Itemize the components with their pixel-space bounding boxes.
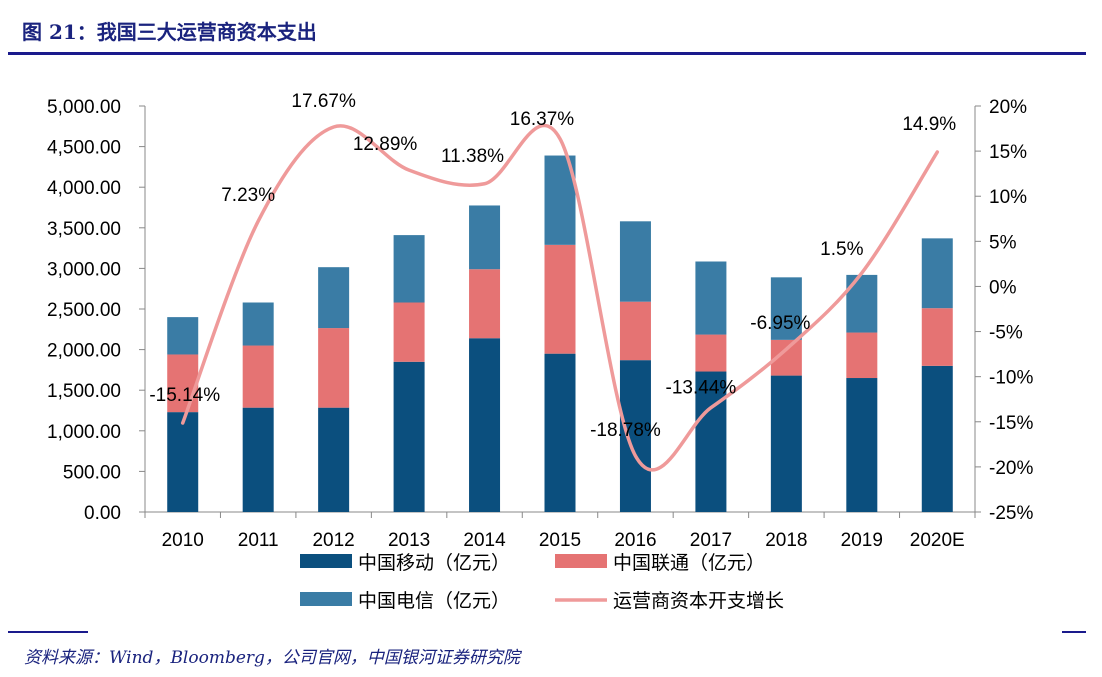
x-tick-label: 2015: [539, 530, 581, 551]
bar-china-mobile: [770, 375, 802, 512]
bar-china-unicom: [393, 302, 425, 362]
growth-data-label: 1.5%: [820, 239, 863, 260]
bar-china-unicom: [167, 354, 199, 413]
growth-data-label: 17.67%: [291, 91, 356, 112]
right-tick-label: 0%: [989, 277, 1017, 298]
left-tick-label: 500.00: [63, 462, 121, 483]
legend-china-mobile-label: 中国移动（亿元）: [358, 552, 510, 574]
growth-data-label: -15.14%: [149, 385, 220, 406]
right-tick-label: 20%: [989, 97, 1027, 118]
bar-china-unicom: [695, 334, 727, 372]
x-tick-label: 2018: [765, 530, 807, 551]
right-tick-label: -25%: [989, 503, 1033, 524]
bar-china-mobile: [619, 360, 651, 512]
left-tick-label: 2,000.00: [47, 341, 121, 362]
growth-data-label: 12.89%: [353, 134, 418, 155]
bar-china-mobile: [393, 361, 425, 512]
bar-china-unicom: [921, 308, 953, 366]
growth-data-label: 11.38%: [441, 146, 504, 167]
growth-data-label: -13.44%: [666, 378, 737, 399]
source-note: 资料来源：Wind，Bloomberg，公司官网，中国银河证券研究院: [24, 648, 520, 668]
bar-china-telecom: [619, 221, 651, 302]
x-tick-label: 2016: [614, 530, 656, 551]
legend-china-unicom-swatch: [555, 554, 607, 568]
bar-china-telecom: [695, 261, 727, 335]
bar-china-mobile: [318, 407, 350, 512]
left-tick-label: 0.00: [84, 503, 121, 524]
bar-china-unicom: [242, 345, 274, 408]
figure-header: 图 21：我国三大运营商资本支出: [0, 0, 1102, 56]
footer-divider-left: [8, 631, 88, 633]
footer-divider-right: [1062, 631, 1086, 633]
legend-china-telecom-label: 中国电信（亿元）: [358, 590, 510, 612]
growth-line: [180, 123, 940, 472]
bar-china-mobile: [921, 365, 953, 512]
left-tick-label: 3,000.00: [47, 259, 121, 280]
left-tick-label: 4,500.00: [47, 138, 121, 159]
legend-china-unicom-label: 中国联通（亿元）: [613, 552, 765, 574]
bar-china-unicom: [544, 244, 576, 354]
bar-china-telecom: [167, 317, 199, 355]
legend-china-mobile-swatch: [300, 554, 352, 568]
bar-china-telecom: [242, 302, 274, 346]
figure-title: 图 21：我国三大运营商资本支出: [22, 20, 317, 44]
growth-data-label: 7.23%: [221, 185, 275, 206]
legend-growth-label: 运营商资本开支增长: [613, 590, 784, 612]
header-divider: [8, 52, 1086, 55]
x-tick-label: 2012: [312, 530, 354, 551]
bar-china-mobile: [695, 371, 727, 512]
left-tick-label: 3,500.00: [47, 219, 121, 240]
bar-china-telecom: [770, 277, 802, 340]
legend-china-telecom-swatch: [300, 592, 352, 606]
bar-china-unicom: [846, 332, 878, 379]
left-tick-label: 5,000.00: [47, 97, 121, 118]
bar-china-unicom: [318, 328, 350, 408]
right-tick-label: 15%: [989, 142, 1027, 163]
growth-data-label: -18.78%: [590, 420, 661, 441]
bar-china-mobile: [846, 378, 878, 512]
bar-china-unicom: [619, 301, 651, 361]
x-tick-label: 2019: [841, 530, 883, 551]
left-tick-label: 2,500.00: [47, 300, 121, 321]
bar-china-telecom: [393, 235, 425, 303]
bar-china-mobile: [469, 338, 501, 512]
x-tick-label: 2020E: [910, 530, 965, 551]
bar-china-telecom: [469, 205, 501, 270]
growth-data-label: -6.95%: [750, 313, 810, 334]
right-tick-label: -10%: [989, 368, 1033, 389]
right-tick-label: -15%: [989, 413, 1033, 434]
x-tick-label: 2017: [690, 530, 732, 551]
right-tick-label: -20%: [989, 458, 1033, 479]
left-tick-label: 1,500.00: [47, 381, 121, 402]
x-tick-label: 2010: [162, 530, 204, 551]
bar-china-telecom: [921, 238, 953, 309]
x-tick-label: 2011: [238, 530, 279, 551]
right-tick-label: 5%: [989, 232, 1017, 253]
left-tick-label: 1,000.00: [47, 422, 121, 443]
bar-china-mobile: [167, 412, 199, 512]
growth-data-label: 14.9%: [902, 114, 956, 135]
left-tick-label: 4,000.00: [47, 178, 121, 199]
bar-china-mobile: [242, 407, 274, 512]
bar-china-telecom: [318, 267, 350, 329]
growth-data-label: 16.37%: [510, 109, 575, 130]
right-tick-label: -5%: [989, 323, 1023, 344]
x-tick-label: 2013: [388, 530, 430, 551]
bar-china-telecom: [846, 274, 878, 333]
bar-china-unicom: [469, 269, 501, 339]
x-tick-label: 2014: [463, 530, 506, 551]
right-tick-label: 10%: [989, 187, 1027, 208]
bar-china-mobile: [544, 353, 576, 512]
